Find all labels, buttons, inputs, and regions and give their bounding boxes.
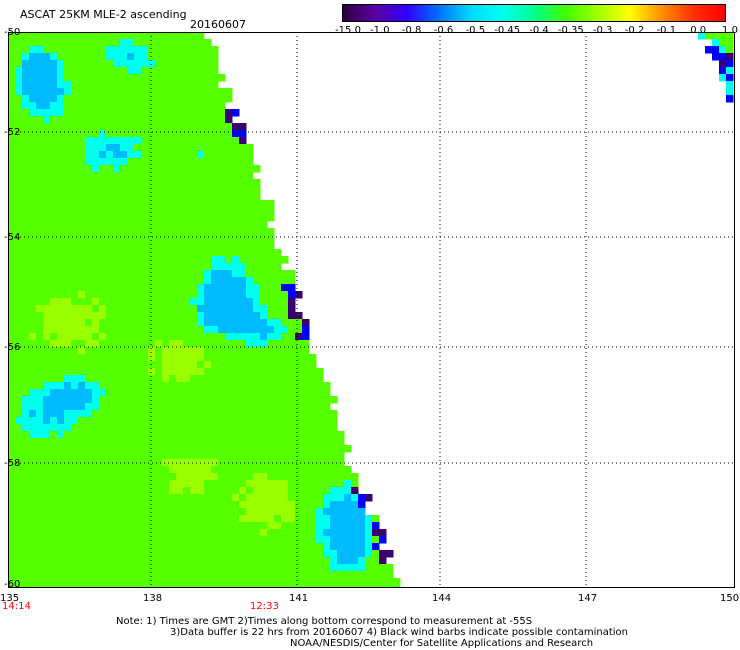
map-frame bbox=[8, 32, 735, 588]
colorbar-tick-label: -15.0 bbox=[335, 25, 361, 36]
lon-label-135: 135 bbox=[0, 593, 20, 604]
colorbar-tick-label: -1.0 bbox=[370, 25, 390, 36]
lat-label-50: -50 bbox=[4, 27, 21, 38]
time-label-mid: 12:33 bbox=[250, 601, 279, 612]
map-title: ASCAT 25KM MLE-2 ascending bbox=[20, 8, 187, 21]
lon-label-141: 141 bbox=[289, 593, 309, 604]
map-gridlines bbox=[8, 32, 735, 588]
lon-label-144: 144 bbox=[432, 593, 452, 604]
colorbar-tick-label: -0.35 bbox=[557, 25, 584, 36]
map-date: 20160607 bbox=[190, 18, 246, 31]
note-line-3: NOAA/NESDIS/Center for Satellite Applica… bbox=[290, 638, 594, 649]
wind-map bbox=[8, 32, 735, 588]
lat-label-52: -52 bbox=[4, 127, 21, 138]
colorbar-tick-label: 0.0 bbox=[690, 25, 707, 36]
lat-label-60: -60 bbox=[4, 579, 21, 590]
lon-label-138: 138 bbox=[143, 593, 163, 604]
lat-label-58: -58 bbox=[4, 458, 21, 469]
time-label-start: 14:14 bbox=[2, 601, 31, 612]
colorbar-tick-label: -0.45 bbox=[494, 25, 521, 36]
colorbar-tick-label: -0.1 bbox=[656, 25, 677, 36]
colorbar-tick-label: -0.3 bbox=[592, 25, 613, 36]
note-line-1: Note: 1) Times are GMT 2)Times along bot… bbox=[116, 616, 533, 627]
colorbar-tick-label: -0.2 bbox=[624, 25, 645, 36]
colorbar bbox=[342, 4, 726, 22]
note-line-2: 3)Data buffer is 22 hrs from 20160607 4)… bbox=[170, 627, 628, 638]
colorbar-tick-label: 1.0 bbox=[722, 25, 738, 36]
lon-label-147: 147 bbox=[578, 593, 598, 604]
colorbar-tick-label: -0.5 bbox=[465, 25, 486, 36]
lat-label-56: -56 bbox=[4, 342, 21, 353]
colorbar-tick-label: -0.4 bbox=[529, 25, 549, 36]
colorbar-labels: -15.0 -1.0 -0.8 -0.6 -0.5 -0.45 -0.4 -0.35 -0.3-… bbox=[330, 25, 738, 39]
colorbar-tick-label: -0.6 bbox=[433, 25, 454, 36]
colorbar-tick-label: -0.8 bbox=[401, 25, 422, 36]
swath-data bbox=[8, 32, 734, 588]
lon-label-150: 150 bbox=[720, 593, 740, 604]
lat-label-54: -54 bbox=[4, 232, 21, 243]
